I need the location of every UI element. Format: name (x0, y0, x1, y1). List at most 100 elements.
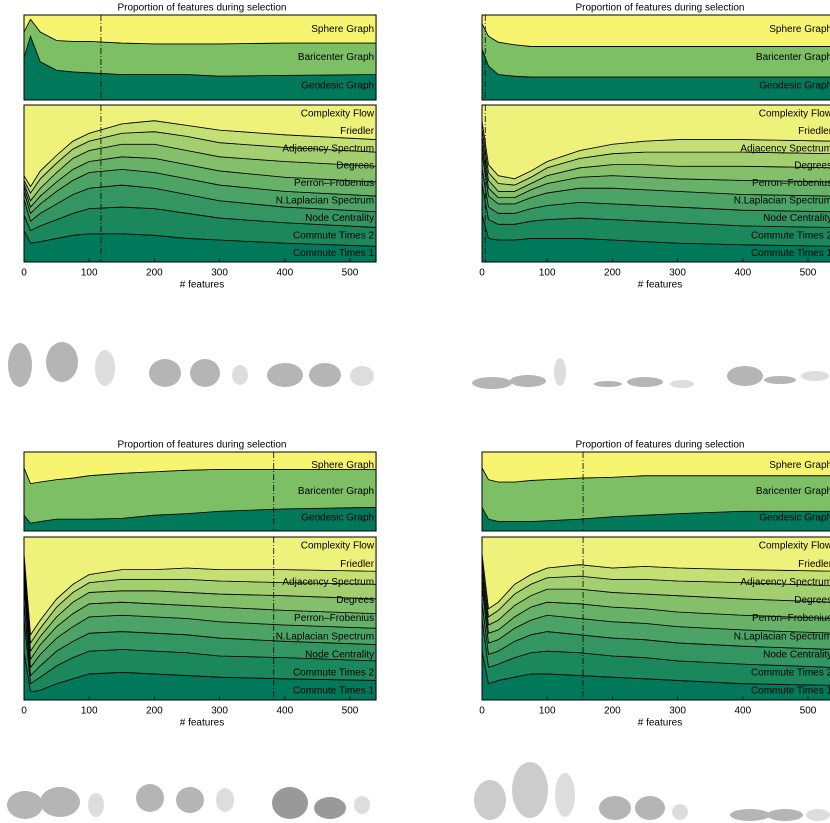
series-label: Commute Times 2 (293, 230, 375, 241)
thumbnail (554, 358, 566, 386)
series-label: Adjacency Spectrum (282, 577, 374, 588)
thumbnail (8, 343, 32, 387)
series-label: Degrees (336, 595, 374, 606)
series-label: Geodesic Graph (301, 512, 374, 523)
series-label: Commute Times 1 (293, 248, 375, 259)
thumbnail (46, 342, 78, 382)
x-tick-label: 200 (146, 706, 163, 717)
x-tick-label: 100 (539, 268, 556, 279)
thumbnail (730, 809, 770, 821)
x-tick-label: 200 (604, 268, 621, 279)
series-label: Node Centrality (763, 649, 830, 660)
series-label: Baricenter Graph (756, 486, 830, 497)
x-tick-label: 100 (539, 706, 556, 717)
thumbnail (149, 359, 181, 387)
x-tick-label: 100 (81, 706, 98, 717)
series-label: Degrees (336, 161, 374, 172)
x-tick-label: 300 (211, 268, 228, 279)
chart-title: Proportion of features during selection (118, 3, 287, 14)
x-tick-label: 0 (21, 268, 27, 279)
series-label: Geodesic Graph (759, 80, 830, 91)
thumbnail (136, 784, 164, 812)
thumbnail (474, 780, 506, 820)
series-label: Perron–Frobenius (294, 178, 374, 189)
series-label: Friedler (340, 126, 375, 137)
x-tick-label: 400 (734, 706, 751, 717)
series-label: N.Laplacian Spectrum (276, 196, 374, 207)
thumbnail (232, 365, 248, 385)
series-label: Sphere Graph (769, 24, 830, 35)
thumbnail (472, 377, 512, 389)
thumbnail (40, 787, 80, 817)
series-label: Sphere Graph (311, 460, 374, 471)
series-label: Sphere Graph (311, 24, 374, 35)
x-axis-label: # features (638, 718, 682, 729)
series-label: N.Laplacian Spectrum (734, 196, 830, 207)
chart-title: Proportion of features during selection (118, 440, 287, 451)
thumbnail (512, 762, 548, 818)
series-label: Perron–Frobenius (752, 178, 830, 189)
thumbnail (670, 380, 694, 388)
thumbnail (190, 359, 220, 387)
series-label: Degrees (794, 595, 830, 606)
series-label: Commute Times 1 (293, 686, 375, 697)
x-axis-label: # features (638, 280, 682, 291)
x-tick-label: 500 (800, 706, 817, 717)
series-label: Baricenter Graph (298, 486, 374, 497)
series-label: Friedler (798, 126, 830, 137)
series-label: Complexity Flow (759, 541, 830, 552)
series-label: Sphere Graph (769, 460, 830, 471)
thumbnail (350, 366, 374, 386)
x-tick-label: 100 (81, 268, 98, 279)
thumbnail (764, 376, 796, 384)
series-label: Adjacency Spectrum (282, 143, 374, 154)
x-tick-label: 300 (669, 268, 686, 279)
series-label: Perron–Frobenius (752, 613, 830, 624)
series-label: Friedler (798, 559, 830, 570)
thumbnail (309, 363, 341, 387)
x-tick-label: 500 (342, 268, 359, 279)
series-label: Degrees (794, 161, 830, 172)
thumbnail (727, 366, 763, 386)
series-label: Commute Times 2 (293, 667, 375, 678)
thumbnail (176, 787, 204, 813)
series-label: Node Centrality (305, 213, 374, 224)
series-label: Adjacency Spectrum (740, 143, 830, 154)
series-label: Node Centrality (305, 649, 374, 660)
thumbnail (555, 773, 575, 817)
x-tick-label: 400 (734, 268, 751, 279)
series-label: N.Laplacian Spectrum (276, 631, 374, 642)
thumbnail (806, 809, 830, 821)
x-tick-label: 500 (342, 706, 359, 717)
series-label: Complexity Flow (759, 108, 830, 119)
series-label: Friedler (340, 559, 375, 570)
series-label: Adjacency Spectrum (740, 577, 830, 588)
series-label: Perron–Frobenius (294, 613, 374, 624)
thumbnail (635, 796, 665, 820)
thumbnail (95, 350, 115, 386)
x-tick-label: 300 (669, 706, 686, 717)
series-label: Commute Times 1 (751, 686, 830, 697)
x-axis-label: # features (180, 280, 224, 291)
series-label: Baricenter Graph (298, 52, 374, 63)
thumbnail (801, 371, 829, 381)
x-tick-label: 0 (21, 706, 27, 717)
series-label: Commute Times 2 (751, 230, 830, 241)
series-label: Node Centrality (763, 213, 830, 224)
thumbnail (88, 793, 104, 817)
thumbnail (267, 363, 303, 387)
x-tick-label: 400 (276, 706, 293, 717)
chart-title: Proportion of features during selection (576, 3, 745, 14)
series-label: Baricenter Graph (756, 52, 830, 63)
thumbnail (599, 796, 631, 820)
x-tick-label: 400 (276, 268, 293, 279)
x-tick-label: 0 (479, 706, 485, 717)
thumbnail (594, 381, 622, 387)
thumbnail (354, 796, 370, 814)
x-tick-label: 300 (211, 706, 228, 717)
thumbnail (314, 797, 346, 819)
x-tick-label: 500 (800, 268, 817, 279)
series-label: Geodesic Graph (301, 80, 374, 91)
thumbnail (7, 791, 43, 819)
thumbnail (510, 375, 546, 387)
